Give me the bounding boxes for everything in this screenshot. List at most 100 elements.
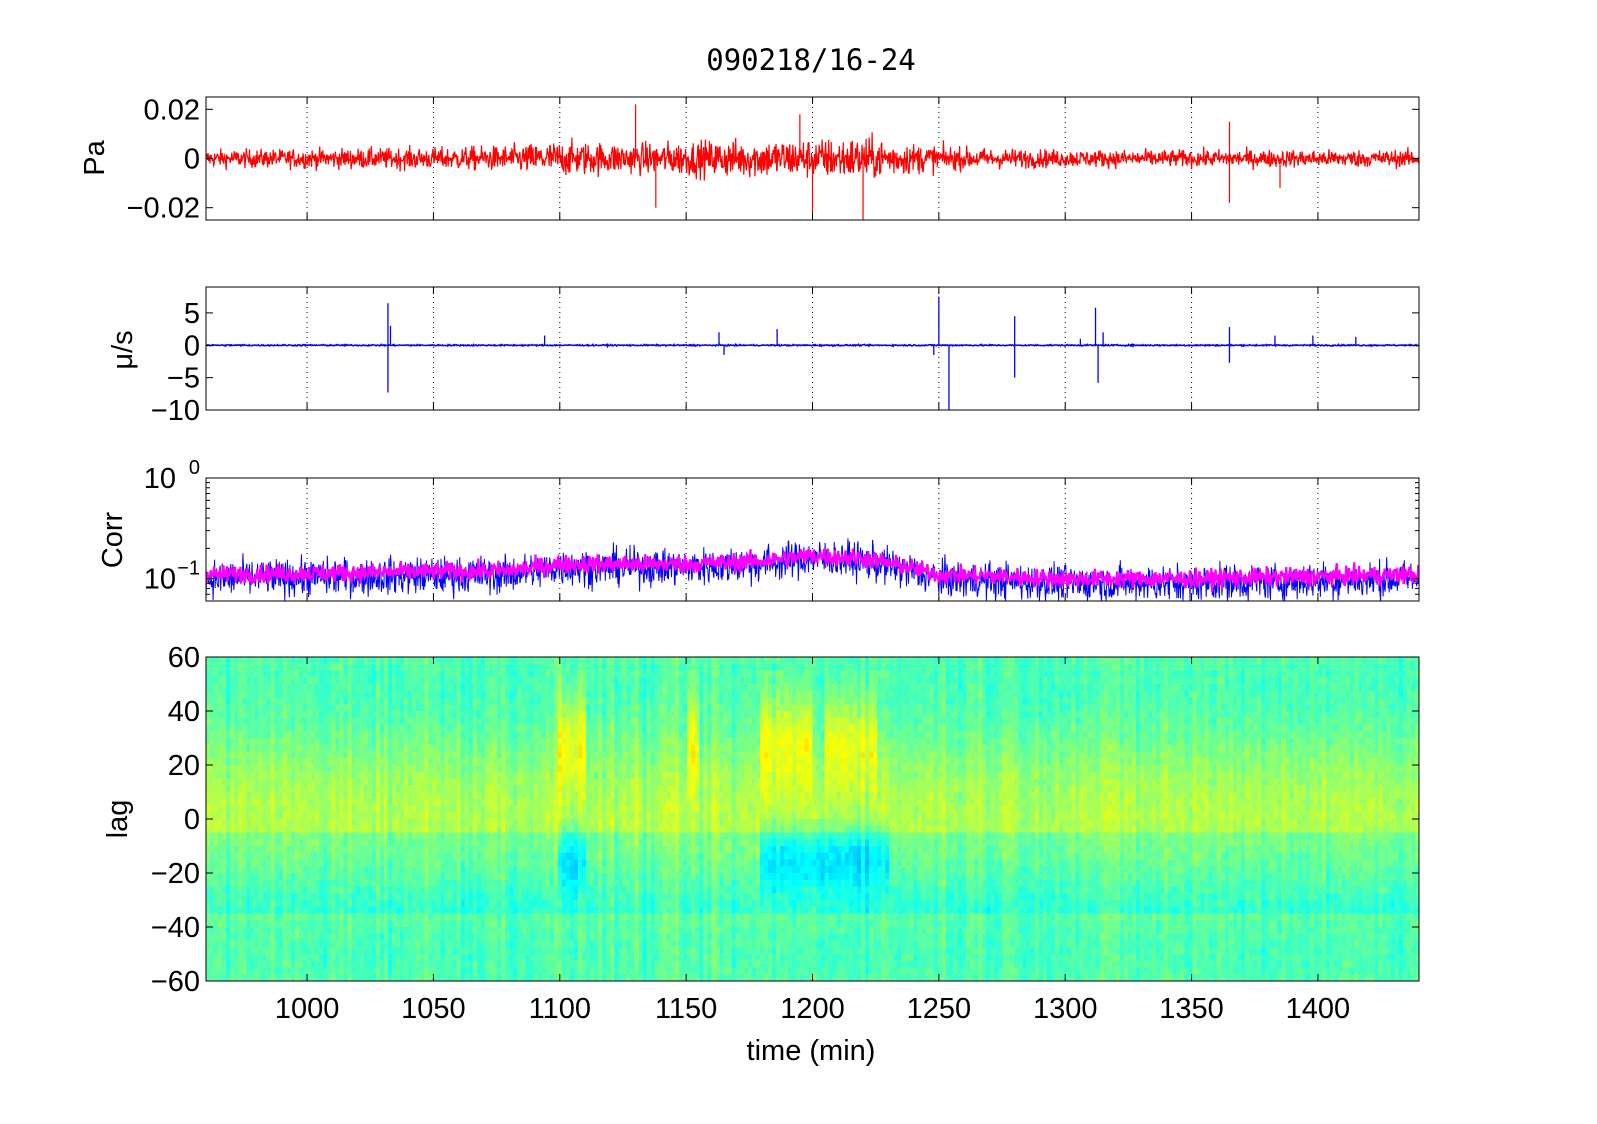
heatmap-cell	[561, 731, 567, 739]
heatmap-cell	[303, 927, 308, 935]
heatmap-cell	[307, 839, 312, 847]
heatmap-cell	[594, 771, 599, 780]
heatmap-cell	[577, 758, 583, 766]
heatmap-cell	[594, 866, 599, 874]
heatmap-cell	[561, 657, 567, 665]
heatmap-cell	[290, 792, 296, 800]
heatmap-cell	[557, 967, 563, 975]
heatmap-cell	[367, 704, 373, 712]
heatmap-cell	[557, 859, 563, 867]
heatmap-cell	[464, 819, 470, 827]
heatmap-cell	[582, 832, 587, 840]
heatmap-cell	[460, 960, 466, 969]
heatmap-cell	[250, 846, 256, 854]
heatmap-cell	[234, 920, 239, 928]
heatmap-cell	[602, 771, 607, 780]
heatmap-cell	[577, 832, 583, 840]
heatmap-cell	[424, 893, 429, 901]
heatmap-cell	[331, 832, 336, 840]
heatmap-cell	[238, 812, 243, 820]
heatmap-cell	[602, 879, 607, 888]
heatmap-cell	[525, 670, 531, 678]
heatmap-cell	[493, 940, 498, 948]
heatmap-cell	[484, 657, 490, 665]
heatmap-cell	[226, 832, 231, 840]
heatmap-cell	[456, 690, 462, 699]
heatmap-cell	[375, 677, 381, 685]
heatmap-cell	[480, 812, 486, 820]
heatmap-cell	[214, 711, 219, 719]
heatmap-cell	[501, 933, 506, 942]
heatmap-cell	[238, 765, 243, 773]
heatmap-cell	[513, 819, 518, 827]
heatmap-cell	[493, 933, 498, 942]
heatmap-cell	[294, 974, 300, 981]
heatmap-cell	[286, 798, 292, 807]
heatmap-cell	[557, 744, 563, 753]
heatmap-cell	[367, 954, 373, 962]
heatmap-cell	[513, 893, 518, 901]
heatmap-cell	[311, 670, 316, 678]
heatmap-cell	[238, 819, 243, 827]
heatmap-cell	[367, 920, 373, 928]
heatmap-cell	[371, 832, 377, 840]
heatmap-cell	[311, 859, 316, 867]
heatmap-cell	[311, 866, 316, 874]
heatmap-cell	[286, 900, 292, 908]
heatmap-cell	[424, 974, 429, 981]
heatmap-cell	[254, 819, 260, 827]
heatmap-cell	[533, 960, 539, 969]
heatmap-cell	[489, 933, 494, 942]
heatmap-cell	[242, 846, 248, 854]
heatmap-cell	[472, 873, 478, 881]
heatmap-cell	[545, 839, 551, 847]
heatmap-cell	[339, 947, 345, 955]
heatmap-cell	[529, 906, 535, 915]
heatmap-cell	[323, 657, 328, 665]
heatmap-cell	[497, 886, 502, 894]
heatmap-cell	[343, 927, 349, 935]
heatmap-cell	[557, 960, 563, 969]
heatmap-cell	[290, 879, 296, 888]
heatmap-cell	[367, 819, 373, 827]
heatmap-cell	[489, 866, 494, 874]
heatmap-cell	[210, 798, 215, 807]
heatmap-cell	[521, 731, 527, 739]
heatmap-cell	[242, 684, 248, 692]
heatmap-cell	[319, 704, 324, 712]
heatmap-cell	[541, 778, 547, 786]
heatmap-cell	[529, 805, 535, 813]
heatmap-cell	[493, 704, 498, 712]
heatmap-cell	[391, 879, 397, 888]
heatmap-cell	[513, 792, 518, 800]
heatmap-cell	[577, 947, 583, 955]
heatmap-cell	[517, 690, 522, 699]
heatmap-cell	[347, 933, 353, 942]
heatmap-cell	[573, 798, 579, 807]
heatmap-cell	[246, 738, 252, 746]
heatmap-cell	[545, 771, 551, 780]
heatmap-cell	[315, 758, 320, 766]
heatmap-cell	[420, 940, 425, 948]
heatmap-cell	[432, 697, 438, 705]
heatmap-cell	[472, 954, 478, 962]
heatmap-cell	[347, 792, 353, 800]
heatmap-cell	[367, 670, 373, 678]
heatmap-cell	[521, 819, 527, 827]
heatmap-cell	[428, 960, 434, 969]
heatmap-cell	[331, 825, 336, 834]
heatmap-cell	[541, 744, 547, 753]
heatmap-cell	[565, 684, 571, 692]
heatmap-cell	[476, 940, 482, 948]
heatmap-cell	[408, 825, 413, 834]
heatmap-cell	[246, 792, 252, 800]
heatmap-cell	[206, 805, 211, 813]
heatmap-cell	[351, 967, 357, 975]
heatmap-cell	[598, 697, 603, 705]
heatmap-cell	[351, 751, 357, 759]
heatmap-cell	[315, 859, 320, 867]
heatmap-cell	[533, 927, 539, 935]
heatmap-cell	[598, 832, 603, 840]
heatmap-cell	[400, 792, 405, 800]
heatmap-cell	[339, 744, 345, 753]
